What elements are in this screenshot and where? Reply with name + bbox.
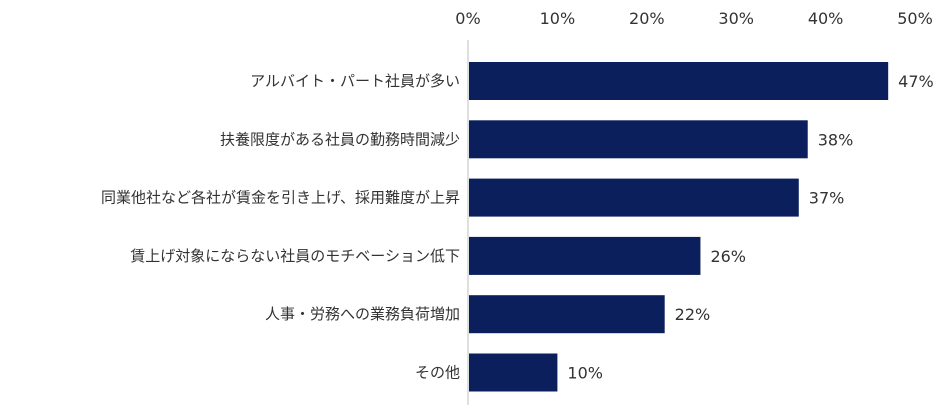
data-label: 10% bbox=[567, 364, 603, 383]
data-label: 22% bbox=[675, 305, 711, 324]
data-label: 38% bbox=[818, 130, 854, 149]
x-tick-label: 20% bbox=[629, 9, 665, 28]
x-tick-label: 40% bbox=[808, 9, 844, 28]
category-label: 扶養限度がある社員の勤務時間減少 bbox=[220, 130, 460, 148]
bar bbox=[469, 120, 808, 159]
bar bbox=[469, 178, 799, 217]
x-axis-ticks: 0% 10% 20% 30% 40% 50% bbox=[455, 9, 932, 28]
bar bbox=[469, 236, 701, 275]
category-label: 賃上げ対象にならない社員のモチベーション低下 bbox=[130, 247, 460, 265]
x-tick-label: 30% bbox=[718, 9, 754, 28]
category-label: アルバイト・パート社員が多い bbox=[250, 72, 460, 90]
data-label: 47% bbox=[898, 72, 934, 91]
category-label: その他 bbox=[415, 364, 460, 382]
x-tick-label: 10% bbox=[540, 9, 576, 28]
bar bbox=[469, 353, 558, 392]
category-label: 人事・労務への業務負荷増加 bbox=[265, 305, 460, 323]
bars: アルバイト・パート社員が多い 47% 扶養限度がある社員の勤務時間減少 38% 同業他社… bbox=[101, 62, 934, 392]
data-label: 37% bbox=[809, 189, 845, 208]
data-label: 26% bbox=[710, 247, 746, 266]
bar bbox=[469, 295, 665, 334]
bar bbox=[469, 62, 889, 100]
x-tick-label: 50% bbox=[897, 9, 933, 28]
x-tick-label: 0% bbox=[455, 9, 480, 28]
category-label: 同業他社など各社が賃金を引き上げ、採用難度が上昇 bbox=[101, 189, 460, 207]
